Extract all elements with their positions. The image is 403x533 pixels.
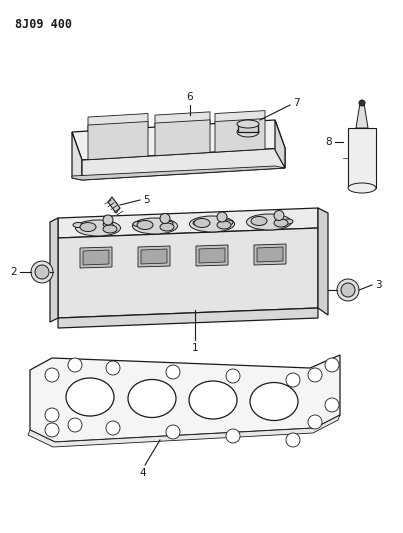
Text: 6: 6	[187, 92, 193, 102]
Circle shape	[359, 100, 365, 106]
Circle shape	[325, 358, 339, 372]
Ellipse shape	[189, 216, 235, 232]
Ellipse shape	[75, 220, 120, 236]
Ellipse shape	[189, 381, 237, 419]
Polygon shape	[348, 128, 376, 188]
Text: 8J09 400: 8J09 400	[15, 18, 72, 31]
Text: 8: 8	[325, 137, 332, 147]
Polygon shape	[257, 247, 283, 262]
Text: 1: 1	[192, 343, 198, 353]
Circle shape	[308, 415, 322, 429]
Polygon shape	[88, 114, 148, 131]
Polygon shape	[58, 308, 318, 328]
Polygon shape	[275, 120, 285, 168]
Ellipse shape	[66, 378, 114, 416]
Circle shape	[45, 423, 59, 437]
Polygon shape	[50, 218, 58, 322]
Ellipse shape	[133, 222, 143, 227]
Ellipse shape	[251, 216, 267, 225]
Circle shape	[103, 215, 113, 225]
Ellipse shape	[348, 183, 376, 193]
Ellipse shape	[194, 219, 210, 228]
Polygon shape	[28, 415, 340, 447]
Polygon shape	[83, 250, 109, 265]
Polygon shape	[108, 197, 120, 213]
Ellipse shape	[237, 120, 259, 128]
Ellipse shape	[223, 220, 233, 225]
Polygon shape	[141, 249, 167, 264]
Polygon shape	[199, 248, 225, 263]
Ellipse shape	[283, 219, 293, 224]
Text: 7: 7	[293, 98, 299, 108]
Ellipse shape	[160, 223, 174, 231]
Ellipse shape	[274, 219, 288, 227]
Ellipse shape	[253, 220, 263, 224]
Circle shape	[337, 279, 359, 301]
Polygon shape	[30, 355, 340, 442]
Polygon shape	[155, 120, 210, 156]
Polygon shape	[80, 247, 112, 268]
Polygon shape	[88, 122, 148, 160]
Polygon shape	[82, 148, 285, 180]
Circle shape	[274, 211, 284, 221]
Circle shape	[68, 358, 82, 372]
Polygon shape	[318, 208, 328, 315]
Circle shape	[341, 283, 355, 297]
Circle shape	[217, 212, 227, 222]
Ellipse shape	[137, 221, 153, 230]
Circle shape	[106, 421, 120, 435]
Polygon shape	[254, 244, 286, 265]
Ellipse shape	[237, 127, 259, 137]
Polygon shape	[215, 110, 265, 124]
Ellipse shape	[193, 221, 203, 225]
Ellipse shape	[250, 383, 298, 421]
Polygon shape	[72, 166, 285, 180]
Circle shape	[106, 361, 120, 375]
Circle shape	[286, 433, 300, 447]
Polygon shape	[238, 124, 258, 132]
Text: 5: 5	[143, 195, 150, 205]
Ellipse shape	[80, 222, 96, 231]
Text: 3: 3	[375, 280, 382, 290]
Ellipse shape	[163, 221, 173, 226]
Polygon shape	[58, 228, 318, 318]
Ellipse shape	[133, 218, 177, 234]
Ellipse shape	[103, 225, 117, 233]
Circle shape	[160, 214, 170, 223]
Polygon shape	[58, 208, 318, 238]
Circle shape	[45, 368, 59, 382]
Text: 2: 2	[10, 267, 17, 277]
Polygon shape	[155, 112, 210, 127]
Ellipse shape	[103, 222, 113, 227]
Circle shape	[45, 408, 59, 422]
Circle shape	[166, 365, 180, 379]
Circle shape	[31, 261, 53, 283]
Polygon shape	[356, 103, 368, 128]
Ellipse shape	[128, 379, 176, 417]
Polygon shape	[196, 245, 228, 266]
Polygon shape	[215, 118, 265, 152]
Circle shape	[226, 429, 240, 443]
Polygon shape	[72, 120, 285, 160]
Text: 4: 4	[140, 468, 146, 478]
Ellipse shape	[73, 222, 83, 228]
Ellipse shape	[217, 221, 231, 229]
Polygon shape	[138, 246, 170, 267]
Circle shape	[286, 373, 300, 387]
Circle shape	[68, 418, 82, 432]
Circle shape	[226, 369, 240, 383]
Circle shape	[166, 425, 180, 439]
Ellipse shape	[247, 214, 291, 230]
Circle shape	[325, 398, 339, 412]
Polygon shape	[72, 132, 82, 180]
Circle shape	[35, 265, 49, 279]
Circle shape	[308, 368, 322, 382]
